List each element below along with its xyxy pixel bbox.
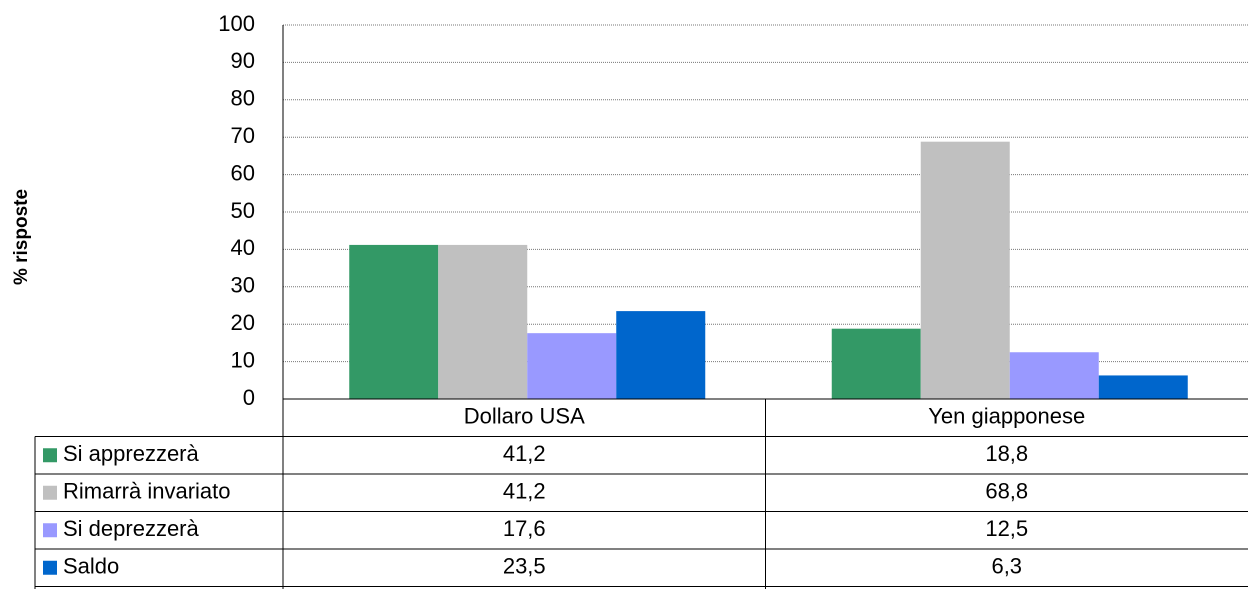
x-tick-label: Dollaro USA: [464, 404, 585, 429]
bar: [349, 244, 439, 399]
y-tick-label: 100: [218, 11, 255, 36]
bar: [616, 311, 706, 399]
table-value: 6,3: [991, 554, 1022, 579]
legend-swatch: [43, 523, 57, 538]
y-tick-label: 30: [231, 273, 255, 298]
bar: [1098, 375, 1188, 399]
table-value: 18,8: [985, 441, 1028, 466]
table-value: 68,8: [985, 479, 1028, 504]
bar: [438, 244, 528, 399]
y-axis-label: % risposte: [11, 189, 32, 285]
y-tick-label: 40: [231, 235, 255, 260]
legend-label: Si apprezzerà: [63, 441, 200, 466]
y-tick-label: 10: [231, 347, 255, 372]
legend-swatch: [43, 485, 57, 500]
bar: [920, 141, 1010, 400]
legend-label: Si deprezzerà: [63, 516, 200, 541]
table-value: 17,6: [503, 516, 546, 541]
table-value: 41,2: [503, 441, 546, 466]
bar: [1009, 352, 1099, 399]
y-tick-label: 20: [231, 310, 255, 335]
bar: [527, 333, 617, 399]
bar: [831, 328, 921, 399]
legend-swatch: [43, 560, 57, 575]
legend-swatch: [43, 448, 57, 463]
table-value: 23,5: [503, 554, 546, 579]
legend-label: Rimarrà invariato: [63, 479, 231, 504]
y-tick-label: 50: [231, 198, 255, 223]
legend-label: Saldo: [63, 554, 119, 579]
x-tick-label: Yen giapponese: [928, 404, 1085, 429]
y-tick-label: 0: [243, 385, 255, 410]
y-tick-label: 90: [231, 48, 255, 73]
y-tick-label: 80: [231, 86, 255, 111]
y-tick-label: 60: [231, 160, 255, 185]
y-tick-label: 70: [231, 123, 255, 148]
table-value: 41,2: [503, 479, 546, 504]
table-value: 12,5: [985, 516, 1028, 541]
